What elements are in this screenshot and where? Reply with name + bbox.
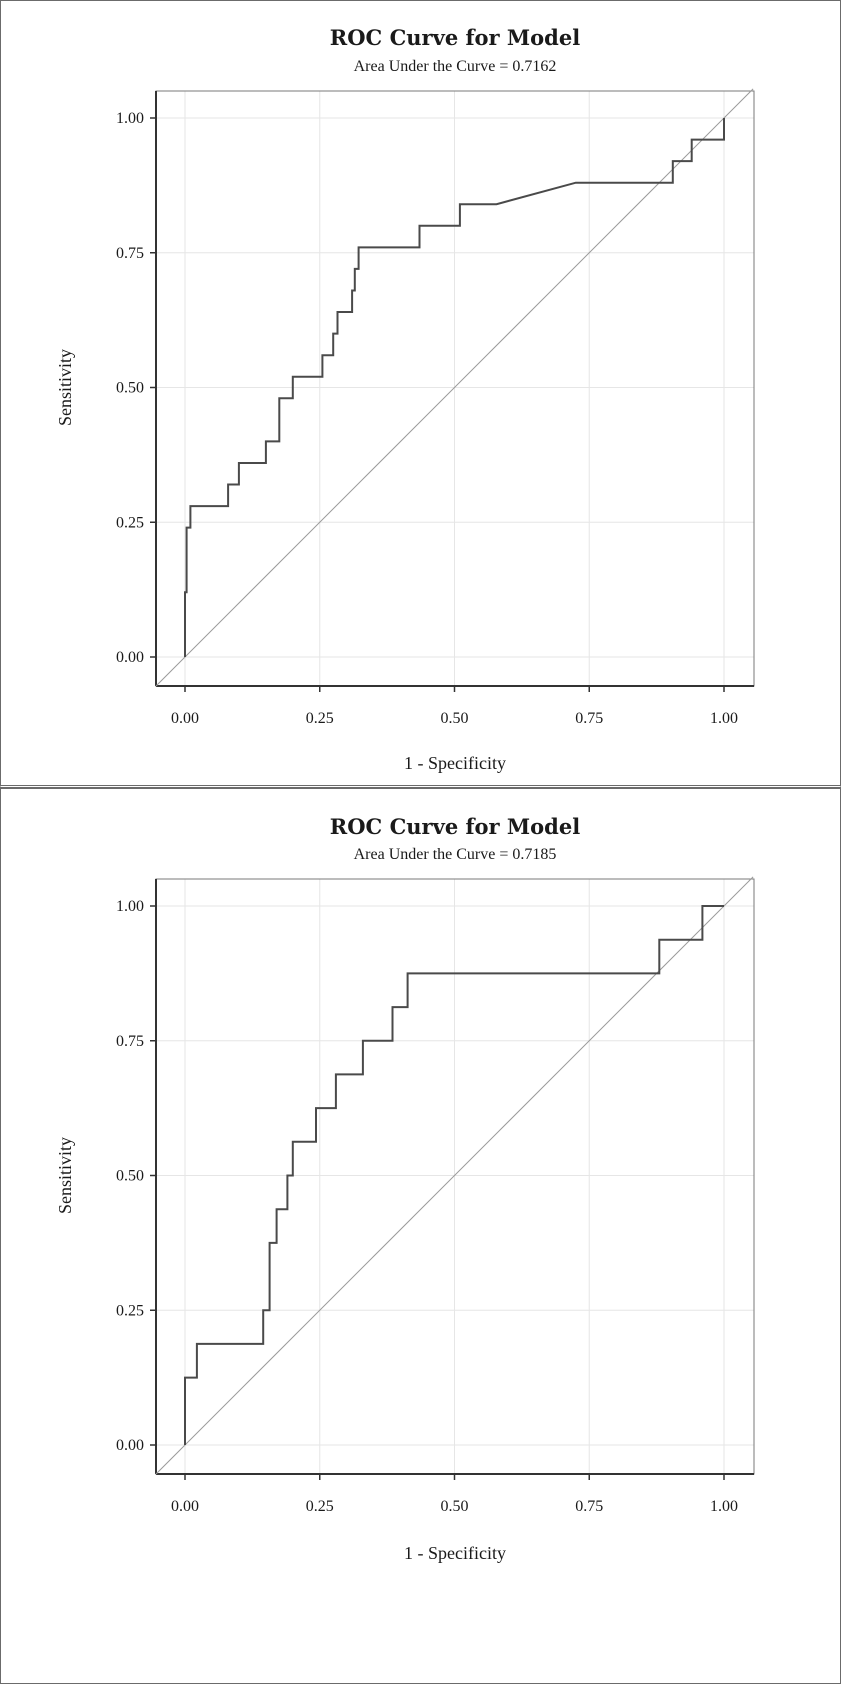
x-tick-label: 1.00 bbox=[710, 1498, 738, 1515]
y-tick-label: 0.50 bbox=[116, 380, 144, 397]
roc-chart-1: ROC Curve for Model Area Under the Curve … bbox=[55, 25, 755, 773]
x-tick-label: 0.25 bbox=[306, 1498, 334, 1515]
roc-chart-2: ROC Curve for Model Area Under the Curve … bbox=[55, 814, 755, 1563]
x-tick-label: 1.00 bbox=[710, 710, 738, 727]
roc-chart-panel-1: ROC Curve for Model Area Under the Curve … bbox=[0, 0, 841, 788]
reference-diagonal bbox=[155, 88, 754, 687]
x-tick-label: 0.50 bbox=[441, 710, 469, 727]
y-tick-label: 0.00 bbox=[116, 649, 144, 666]
y-axis-label: Sensitivity bbox=[55, 1137, 75, 1214]
y-tick-label: 0.25 bbox=[116, 514, 144, 531]
x-tick-label: 0.00 bbox=[171, 1498, 199, 1515]
chart-subtitle: Area Under the Curve = 0.7162 bbox=[354, 58, 557, 75]
y-tick-label: 0.50 bbox=[116, 1168, 144, 1185]
reference-diagonal bbox=[155, 876, 754, 1475]
y-axis-label: Sensitivity bbox=[55, 349, 75, 426]
y-tick-label: 0.75 bbox=[116, 245, 144, 262]
x-axis-label: 1 - Specificity bbox=[404, 1543, 506, 1563]
chart-title: ROC Curve for Model bbox=[330, 814, 580, 839]
x-tick-label: 0.75 bbox=[575, 710, 603, 727]
chart-subtitle: Area Under the Curve = 0.7185 bbox=[354, 846, 557, 863]
x-axis-label: 1 - Specificity bbox=[404, 753, 506, 773]
y-tick-label: 1.00 bbox=[116, 898, 144, 915]
x-tick-label: 0.50 bbox=[441, 1498, 469, 1515]
y-tick-label: 0.25 bbox=[116, 1302, 144, 1319]
roc-chart-panel-2: ROC Curve for Model Area Under the Curve … bbox=[0, 788, 841, 1684]
chart-title: ROC Curve for Model bbox=[330, 25, 580, 50]
y-tick-label: 1.00 bbox=[116, 110, 144, 127]
x-tick-label: 0.75 bbox=[575, 1498, 603, 1515]
y-tick-label: 0.00 bbox=[116, 1437, 144, 1454]
y-tick-label: 0.75 bbox=[116, 1033, 144, 1050]
x-tick-label: 0.25 bbox=[306, 710, 334, 727]
roc-curve-line bbox=[184, 118, 725, 657]
roc-curve-line bbox=[184, 905, 724, 1445]
x-tick-label: 0.00 bbox=[171, 710, 199, 727]
